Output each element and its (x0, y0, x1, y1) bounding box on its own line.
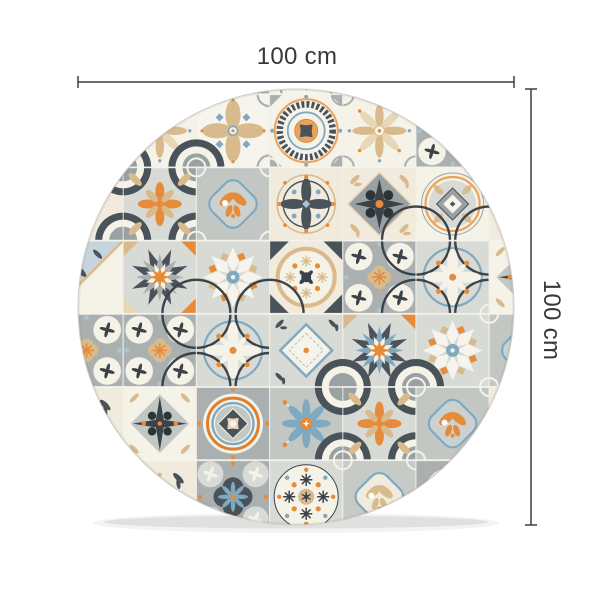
rug-tile (78, 239, 125, 315)
rug-tile (78, 313, 124, 388)
width-dimension-line (77, 76, 515, 88)
rug-tile (488, 89, 514, 95)
rug-tile (122, 240, 197, 315)
rug-tile (269, 166, 344, 242)
rug-tile (78, 93, 124, 168)
rug-tile (195, 240, 271, 315)
rug-tile (122, 386, 197, 461)
rug-tile (161, 278, 305, 423)
rug-tile (342, 240, 417, 315)
rug-tile (269, 240, 344, 315)
rug-tile (269, 93, 344, 168)
rug-tile (488, 386, 514, 461)
rug-tile (380, 205, 514, 350)
rug-tile (122, 89, 197, 95)
rug-tile (406, 377, 500, 471)
rug-tile (404, 89, 502, 107)
rug-tile (488, 459, 514, 525)
rug-tile (195, 386, 271, 461)
rug-tile (330, 89, 428, 180)
rug-tile (342, 89, 417, 95)
rug-tile (122, 313, 197, 388)
rug-tile (195, 459, 271, 525)
height-dimension-label: 100 cm (538, 279, 565, 361)
rug-tile (415, 166, 490, 242)
rug-tile (488, 93, 514, 168)
rug-tile (342, 166, 417, 242)
rug-tile (78, 89, 124, 95)
rug-tile (186, 157, 280, 251)
rug-edge (77, 88, 515, 526)
height-dimension-line (525, 88, 537, 526)
width-dimension-label: 100 cm (256, 43, 338, 70)
